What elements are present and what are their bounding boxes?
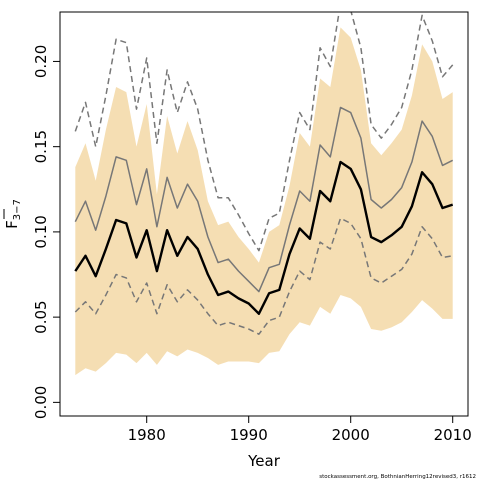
confidence-band xyxy=(75,27,453,376)
x-tick-label: 2010 xyxy=(434,426,472,444)
y-tick-label: 0.20 xyxy=(32,45,50,78)
plot-frame xyxy=(59,11,469,417)
series-layer xyxy=(74,12,454,335)
upper-dashed-line xyxy=(74,12,454,252)
y-axis-title: F3−7 xyxy=(3,199,23,229)
x-axis-title: Year xyxy=(247,452,281,470)
x-tick-label: 1980 xyxy=(128,426,166,444)
x-tick-label: 1990 xyxy=(230,426,268,444)
y-tick-label: 0.15 xyxy=(32,130,50,163)
y-tick-label: 0.10 xyxy=(32,215,50,248)
credit-text: stockassessment.org, BothnianHerring12re… xyxy=(319,474,476,480)
y-tick-label: 0.00 xyxy=(32,386,50,419)
y-axis-title-subscript: 3−7 xyxy=(12,199,23,220)
sample-median-line xyxy=(74,106,454,293)
lower-dashed-line xyxy=(74,217,453,335)
y-tick-label: 0.05 xyxy=(32,300,50,333)
y-axis: 0.00 0.05 0.10 0.15 0.20 xyxy=(32,45,60,419)
x-axis: 1980 1990 2000 2010 xyxy=(128,416,472,444)
x-tick-label: 2000 xyxy=(332,426,370,444)
confidence-band-layer xyxy=(75,27,453,376)
y-axis-title-main: F xyxy=(3,220,21,229)
svg-text:F3−7: F3−7 xyxy=(3,199,23,229)
estimate-line xyxy=(74,160,454,315)
